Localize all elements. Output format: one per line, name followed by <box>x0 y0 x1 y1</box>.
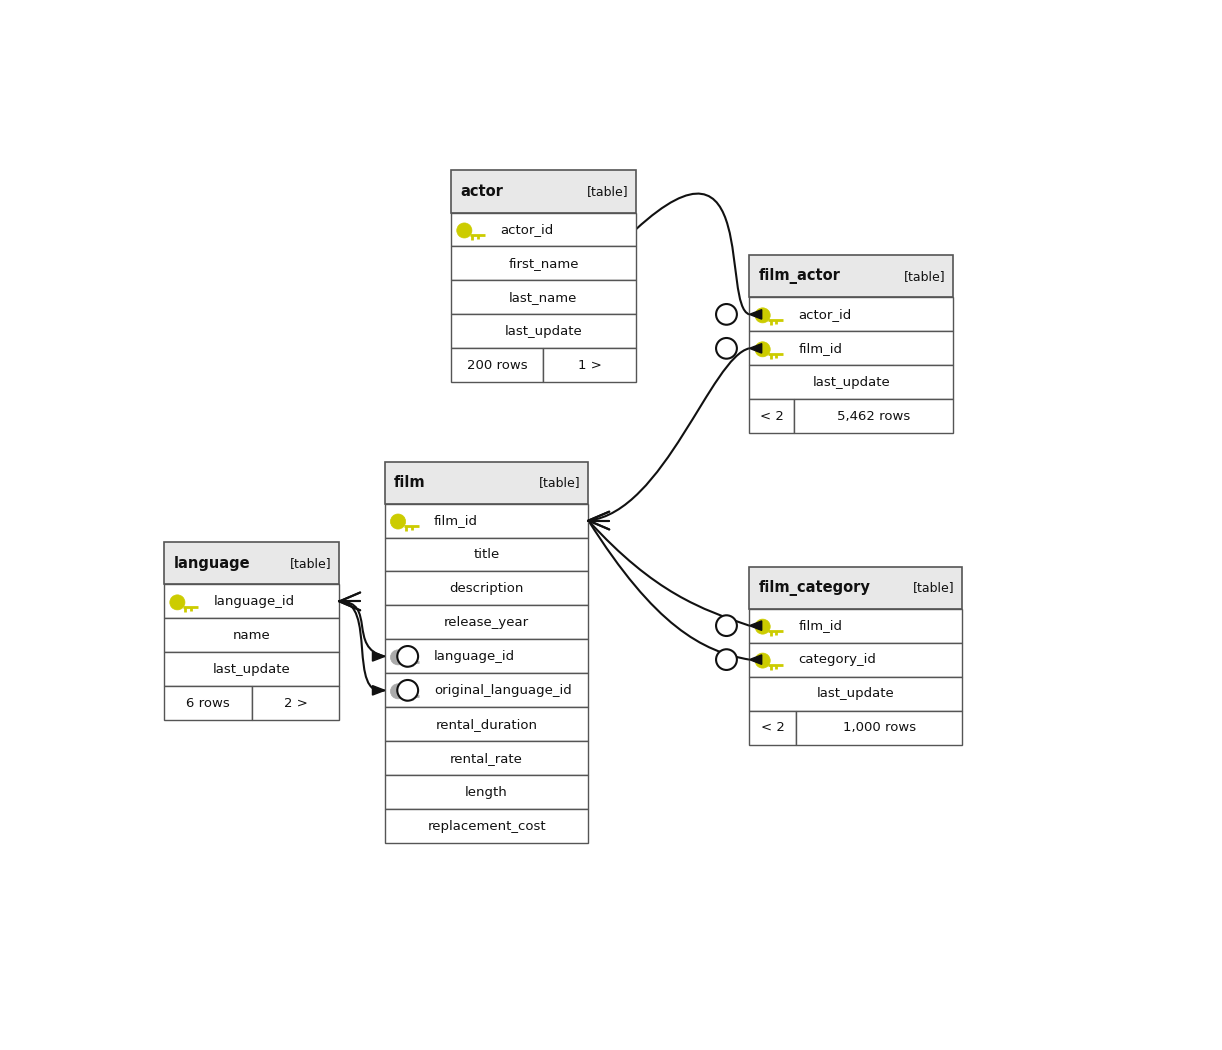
Bar <box>252 687 340 720</box>
Text: category_id: category_id <box>799 653 876 666</box>
Bar <box>749 643 963 676</box>
Bar <box>749 332 953 365</box>
Text: language: language <box>174 555 251 571</box>
Ellipse shape <box>755 342 770 357</box>
Bar <box>385 462 588 504</box>
Text: [table]: [table] <box>913 581 954 594</box>
Text: [table]: [table] <box>290 556 331 570</box>
Text: last_update: last_update <box>213 663 291 676</box>
Bar <box>164 687 252 720</box>
Ellipse shape <box>170 595 185 610</box>
Text: film_category: film_category <box>759 580 871 595</box>
Ellipse shape <box>716 304 737 324</box>
Text: last_update: last_update <box>818 687 895 700</box>
Ellipse shape <box>716 649 737 670</box>
Bar <box>385 538 588 571</box>
Bar <box>749 567 963 609</box>
Text: film_id: film_id <box>799 620 843 632</box>
Ellipse shape <box>755 308 770 323</box>
Bar <box>385 639 588 673</box>
Bar <box>749 711 797 744</box>
Text: original_language_id: original_language_id <box>434 684 572 697</box>
Polygon shape <box>373 652 385 662</box>
Text: film_actor: film_actor <box>759 269 841 285</box>
Bar <box>451 280 635 314</box>
Bar <box>749 609 963 643</box>
Bar <box>749 297 953 332</box>
Polygon shape <box>749 343 761 353</box>
Text: language_id: language_id <box>434 650 516 663</box>
Text: 200 rows: 200 rows <box>467 359 528 372</box>
Text: 5,462 rows: 5,462 rows <box>837 410 910 423</box>
Text: last_name: last_name <box>510 291 578 303</box>
Text: title: title <box>473 548 500 561</box>
Polygon shape <box>749 621 761 630</box>
Text: [table]: [table] <box>587 185 628 198</box>
Text: rental_duration: rental_duration <box>435 718 538 731</box>
Text: film_id: film_id <box>434 514 478 527</box>
Polygon shape <box>749 655 761 665</box>
Bar <box>749 676 963 711</box>
Bar <box>794 399 953 434</box>
Text: last_update: last_update <box>505 324 583 338</box>
Text: replacement_cost: replacement_cost <box>428 820 546 833</box>
Bar <box>749 255 953 297</box>
Ellipse shape <box>391 650 406 665</box>
Bar <box>451 212 635 247</box>
Ellipse shape <box>391 684 406 699</box>
Ellipse shape <box>716 615 737 636</box>
Bar <box>749 365 953 399</box>
Text: < 2: < 2 <box>761 721 785 734</box>
Text: language_id: language_id <box>214 595 295 608</box>
Bar <box>797 711 963 744</box>
Text: description: description <box>450 582 524 595</box>
Bar <box>544 349 635 382</box>
Text: actor_id: actor_id <box>799 308 852 321</box>
Text: rental_rate: rental_rate <box>450 752 523 764</box>
Bar <box>385 708 588 741</box>
Polygon shape <box>373 686 385 695</box>
Bar <box>385 606 588 639</box>
Text: actor_id: actor_id <box>500 223 554 236</box>
Text: 2 >: 2 > <box>284 697 308 710</box>
Bar <box>451 314 635 349</box>
Bar <box>164 652 340 687</box>
Ellipse shape <box>397 680 418 700</box>
Bar <box>385 810 588 843</box>
Text: [table]: [table] <box>539 476 580 489</box>
Text: 1 >: 1 > <box>578 359 601 372</box>
Text: 6 rows: 6 rows <box>186 697 230 710</box>
Text: < 2: < 2 <box>760 410 783 423</box>
Polygon shape <box>749 310 761 319</box>
Text: last_update: last_update <box>813 376 890 388</box>
Bar <box>385 775 588 810</box>
Bar <box>749 399 794 434</box>
Ellipse shape <box>397 646 418 667</box>
Bar <box>385 504 588 538</box>
Bar <box>385 673 588 708</box>
Bar <box>385 741 588 775</box>
Text: film_id: film_id <box>799 342 843 355</box>
Ellipse shape <box>755 620 770 634</box>
Text: actor: actor <box>461 184 503 200</box>
Ellipse shape <box>391 514 406 529</box>
Text: 1,000 rows: 1,000 rows <box>843 721 916 734</box>
Text: [table]: [table] <box>904 270 946 282</box>
Bar <box>164 585 340 618</box>
Ellipse shape <box>457 223 472 238</box>
Bar <box>164 543 340 585</box>
Bar <box>385 571 588 606</box>
Text: film: film <box>395 475 426 490</box>
Bar <box>451 247 635 280</box>
Text: first_name: first_name <box>508 257 579 270</box>
Ellipse shape <box>755 653 770 668</box>
Bar <box>164 618 340 652</box>
Text: name: name <box>233 629 270 642</box>
Bar <box>451 170 635 212</box>
Ellipse shape <box>716 338 737 359</box>
Text: release_year: release_year <box>444 616 529 629</box>
Bar <box>451 349 544 382</box>
Text: length: length <box>466 785 508 799</box>
